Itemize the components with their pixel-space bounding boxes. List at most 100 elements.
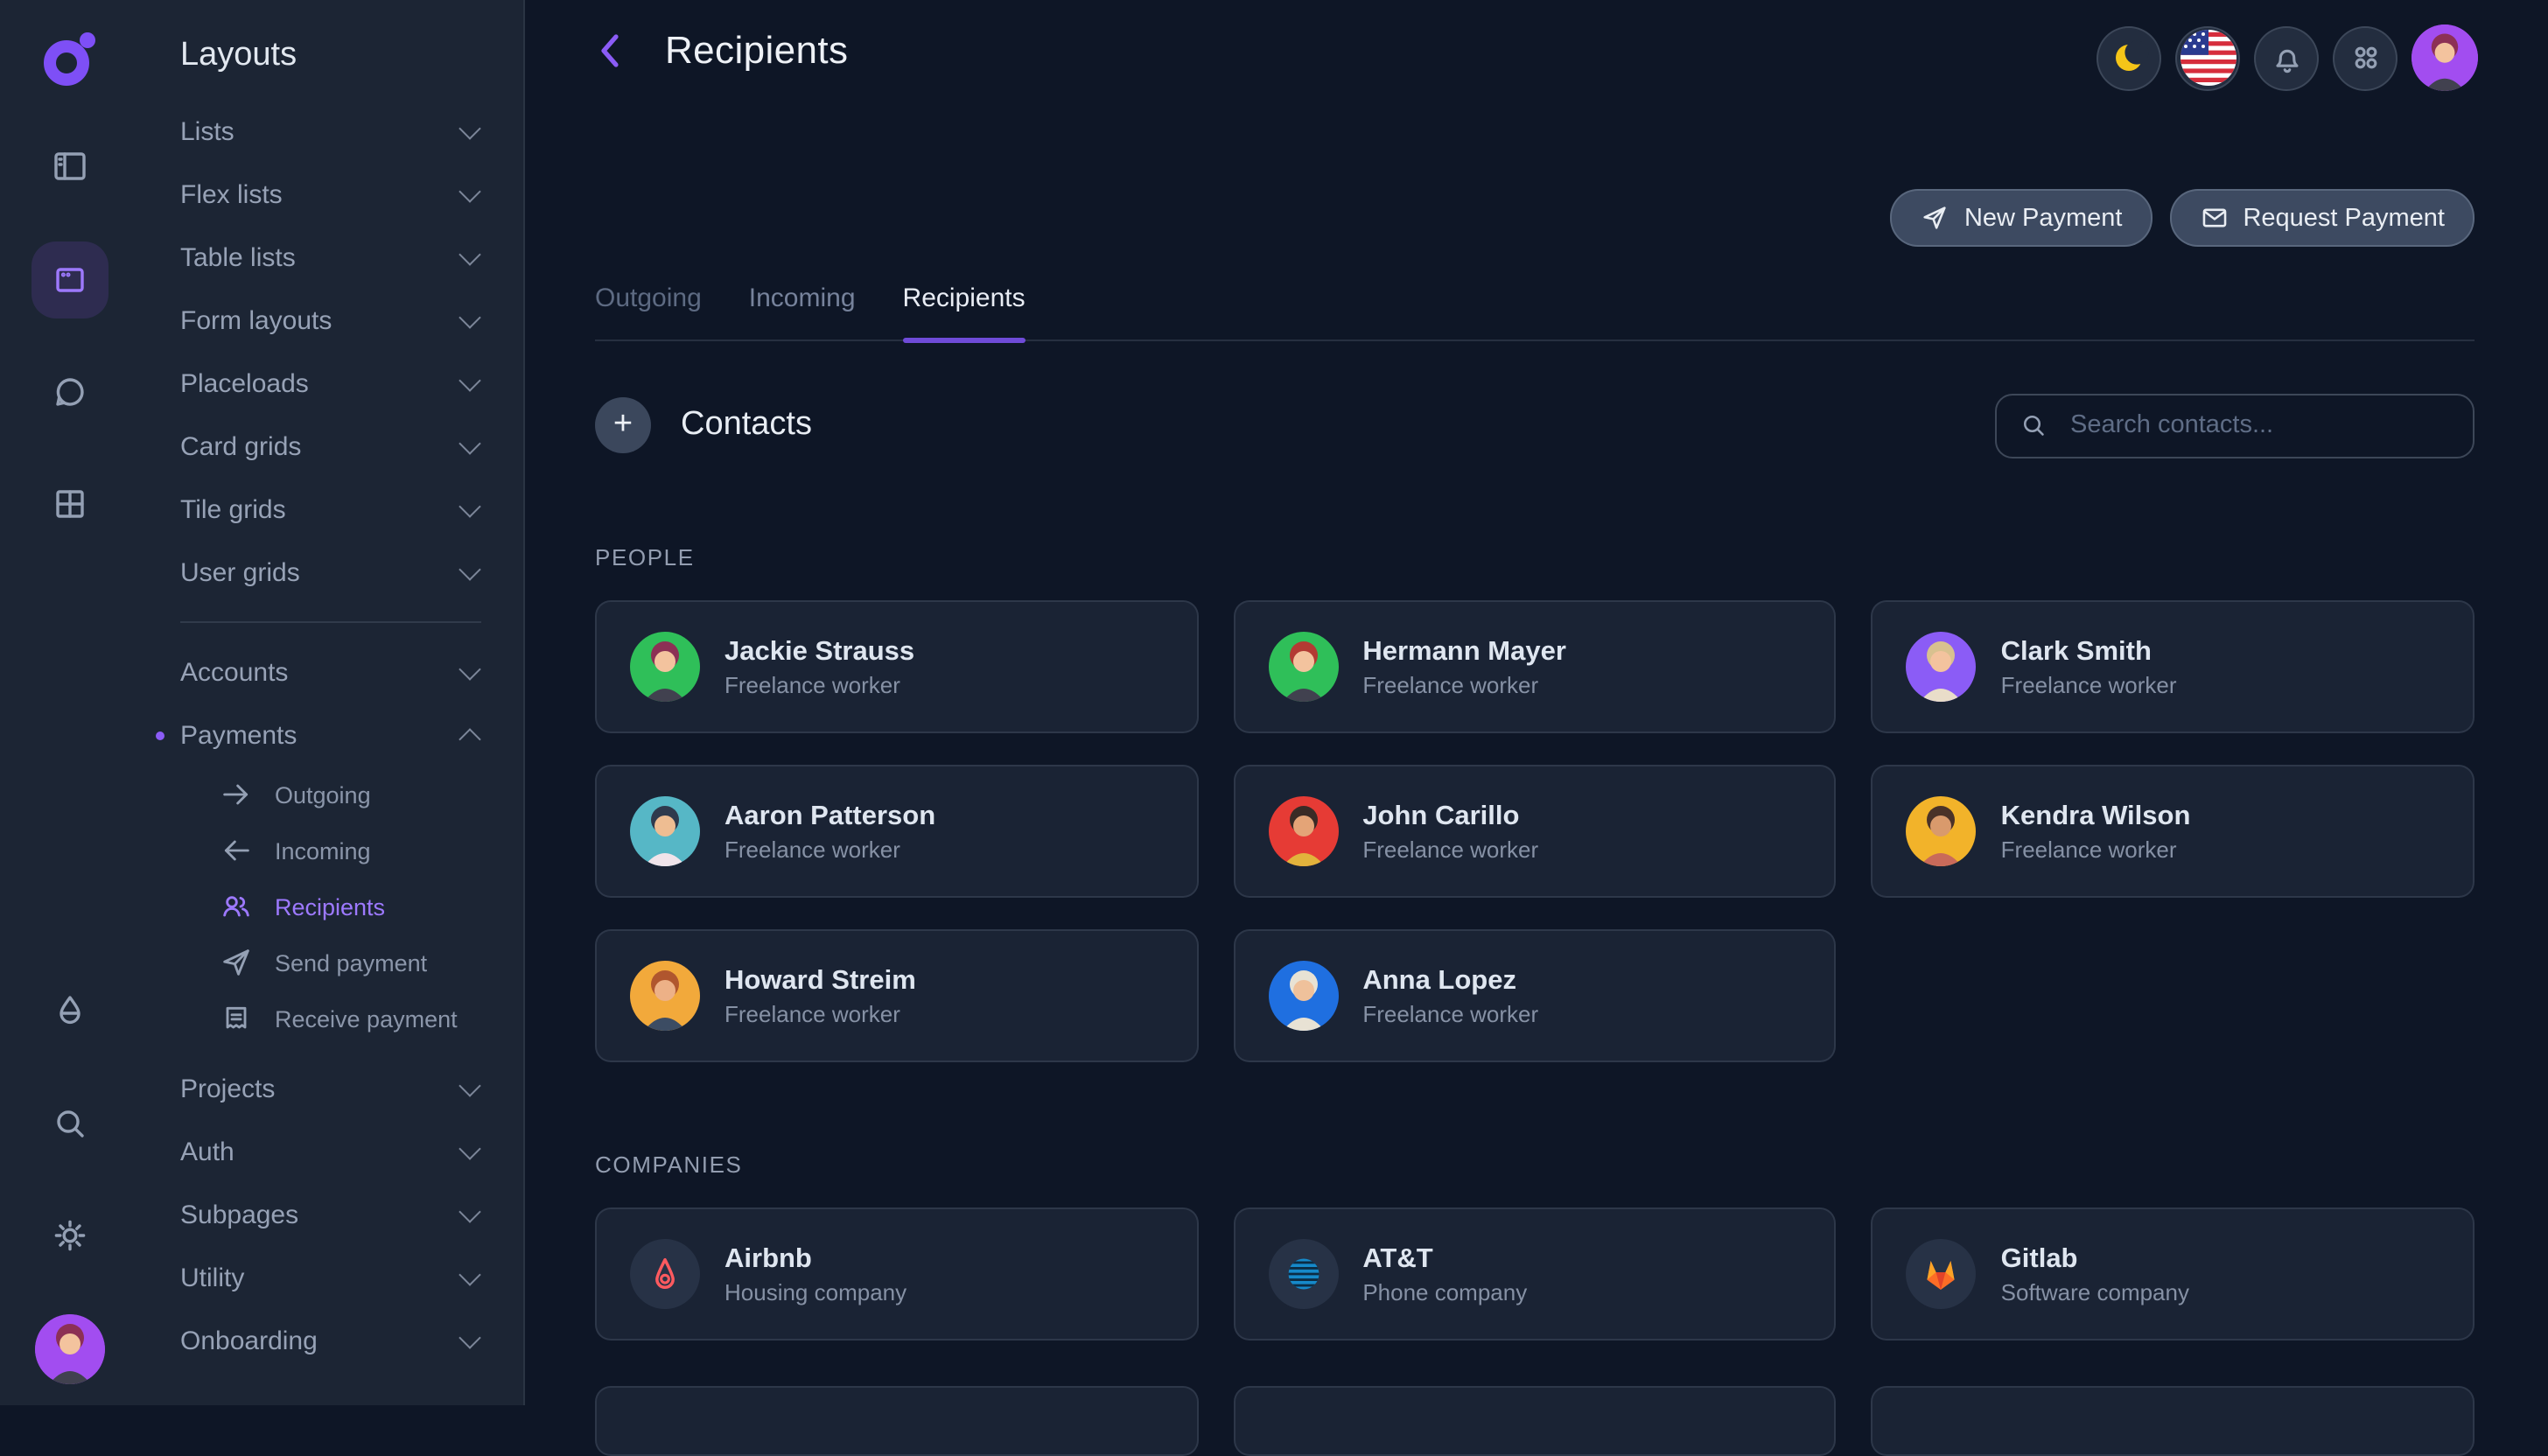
tab-incoming[interactable]: Incoming (748, 284, 856, 313)
envelope-icon (2202, 208, 2226, 228)
active-section-dot (156, 731, 164, 739)
users-icon (223, 896, 249, 917)
contact-name: Jackie Strauss (724, 637, 915, 667)
moon-icon (2115, 40, 2148, 71)
chevron-down-icon (458, 1263, 481, 1285)
companies-grid: Airbnb Housing company AT&T Phone company (595, 1208, 2474, 1340)
contact-card[interactable]: Jackie Strauss Freelance worker (595, 600, 1199, 733)
search-input[interactable] (2067, 410, 2452, 441)
rail-item-messages[interactable] (0, 362, 138, 422)
sidebar-item-projects[interactable]: Projects (138, 1057, 523, 1120)
theme-toggle-button[interactable] (2096, 25, 2161, 90)
contact-name: Kendra Wilson (2000, 802, 2191, 831)
us-flag-icon (2180, 30, 2236, 86)
sidebar-subitem-receive-payment[interactable]: Receive payment (138, 990, 523, 1046)
contact-role: Freelance worker (1362, 672, 1539, 698)
contact-card[interactable]: Aaron Patterson Freelance worker (595, 765, 1199, 898)
gitlab-logo-icon (1928, 1261, 1956, 1290)
language-button[interactable] (2175, 25, 2240, 90)
arrow-right-icon (223, 784, 248, 805)
gear-icon (53, 1220, 85, 1251)
people-section-label: PEOPLE (595, 544, 695, 570)
chevron-down-icon (458, 368, 481, 391)
rail-item-layouts-active[interactable] (0, 242, 138, 318)
contact-card[interactable]: Howard Streim Freelance worker (595, 929, 1199, 1062)
sidebar-item-auth[interactable]: Auth (138, 1120, 523, 1183)
company-card-partial[interactable] (1871, 1386, 2474, 1456)
request-payment-button[interactable]: Request Payment (2169, 189, 2474, 247)
app-window: Layouts Lists Flex lists Table lists For… (0, 0, 2478, 1456)
sidebar-item-utility[interactable]: Utility (138, 1246, 523, 1309)
company-logo-badge (630, 1239, 700, 1309)
company-card-partial[interactable] (595, 1386, 1199, 1456)
droplet-icon (59, 996, 80, 1025)
company-role: Software company (2000, 1279, 2189, 1306)
sidebar-item-form-layouts[interactable]: Form layouts (138, 289, 523, 352)
avatar (1268, 961, 1339, 1031)
avatar (1906, 796, 1977, 866)
avatar (34, 1314, 104, 1384)
chevron-down-icon (458, 116, 481, 139)
contact-card[interactable]: Hermann Mayer Freelance worker (1233, 600, 1837, 733)
avatar (1268, 632, 1339, 702)
contact-card[interactable]: John Carillo Freelance worker (1233, 765, 1837, 898)
apps-menu-button[interactable] (2333, 25, 2398, 90)
contact-card[interactable]: Kendra Wilson Freelance worker (1871, 765, 2474, 898)
sidebar-item-table-lists[interactable]: Table lists (138, 226, 523, 289)
sidebar-menu: Lists Flex lists Table lists Form layout… (138, 100, 523, 1372)
rail-item-settings[interactable] (0, 1206, 138, 1265)
back-button[interactable] (595, 32, 626, 70)
tab-recipients[interactable]: Recipients (902, 284, 1026, 343)
page-title: Recipients (665, 28, 849, 72)
company-card[interactable]: Airbnb Housing company (595, 1208, 1199, 1340)
sidebar-item-onboarding[interactable]: Onboarding (138, 1309, 523, 1372)
avatar (1906, 632, 1977, 702)
new-payment-button[interactable]: New Payment (1890, 189, 2152, 247)
sidebar-subitem-send-payment[interactable]: Send payment (138, 934, 523, 990)
sidebar-item-placeloads[interactable]: Placeloads (138, 352, 523, 415)
rail-item-apps[interactable] (0, 474, 138, 534)
chat-bubble-icon (55, 378, 83, 406)
sidebar: Layouts Lists Flex lists Table lists For… (138, 0, 525, 1405)
contact-role: Freelance worker (724, 836, 900, 863)
notifications-button[interactable] (2254, 25, 2319, 90)
brand-logo-icon (43, 32, 94, 86)
sidebar-item-card-grids[interactable]: Card grids (138, 415, 523, 478)
sidebar-item-accounts[interactable]: Accounts (138, 640, 523, 704)
sidebar-item-user-grids[interactable]: User grids (138, 541, 523, 604)
contact-role: Freelance worker (1362, 1001, 1539, 1027)
chevron-down-icon (458, 305, 481, 328)
sidebar-subitem-incoming[interactable]: Incoming (138, 822, 523, 878)
sidebar-item-tile-grids[interactable]: Tile grids (138, 478, 523, 541)
sidebar-item-subpages[interactable]: Subpages (138, 1183, 523, 1246)
user-menu-avatar[interactable] (2412, 24, 2478, 91)
contact-name: Hermann Mayer (1362, 637, 1566, 667)
contact-card[interactable]: Anna Lopez Freelance worker (1233, 929, 1837, 1062)
sidebar-item-lists[interactable]: Lists (138, 100, 523, 163)
window-icon (55, 268, 83, 292)
rail-item-themes[interactable] (0, 982, 138, 1041)
user-portrait-icon (34, 1314, 104, 1384)
contact-card[interactable]: Clark Smith Freelance worker (1871, 600, 2474, 733)
chevron-down-icon (458, 242, 481, 265)
company-name: Gitlab (2000, 1244, 2078, 1274)
sidebar-subitem-outgoing[interactable]: Outgoing (138, 766, 523, 822)
contacts-search[interactable] (1995, 393, 2474, 458)
sidebar-item-flex-lists[interactable]: Flex lists (138, 163, 523, 226)
rail-item-panels[interactable] (0, 136, 138, 196)
tab-outgoing[interactable]: Outgoing (595, 284, 702, 313)
avatar (630, 796, 700, 866)
sidebar-subitem-recipients[interactable]: Recipients (138, 878, 523, 934)
receipt-icon (226, 1006, 247, 1029)
company-card-partial[interactable] (1233, 1386, 1837, 1456)
company-card[interactable]: Gitlab Software company (1871, 1208, 2474, 1340)
rail-item-search[interactable] (0, 1094, 138, 1153)
app-logo[interactable] (0, 24, 138, 94)
avatar (630, 632, 700, 702)
add-contact-button[interactable]: + (595, 397, 651, 453)
sidebar-item-payments[interactable]: Payments (138, 704, 523, 766)
company-card[interactable]: AT&T Phone company (1233, 1208, 1837, 1340)
company-role: Housing company (724, 1279, 907, 1306)
rail-user-avatar[interactable] (0, 1312, 138, 1386)
company-name: Airbnb (724, 1244, 812, 1274)
